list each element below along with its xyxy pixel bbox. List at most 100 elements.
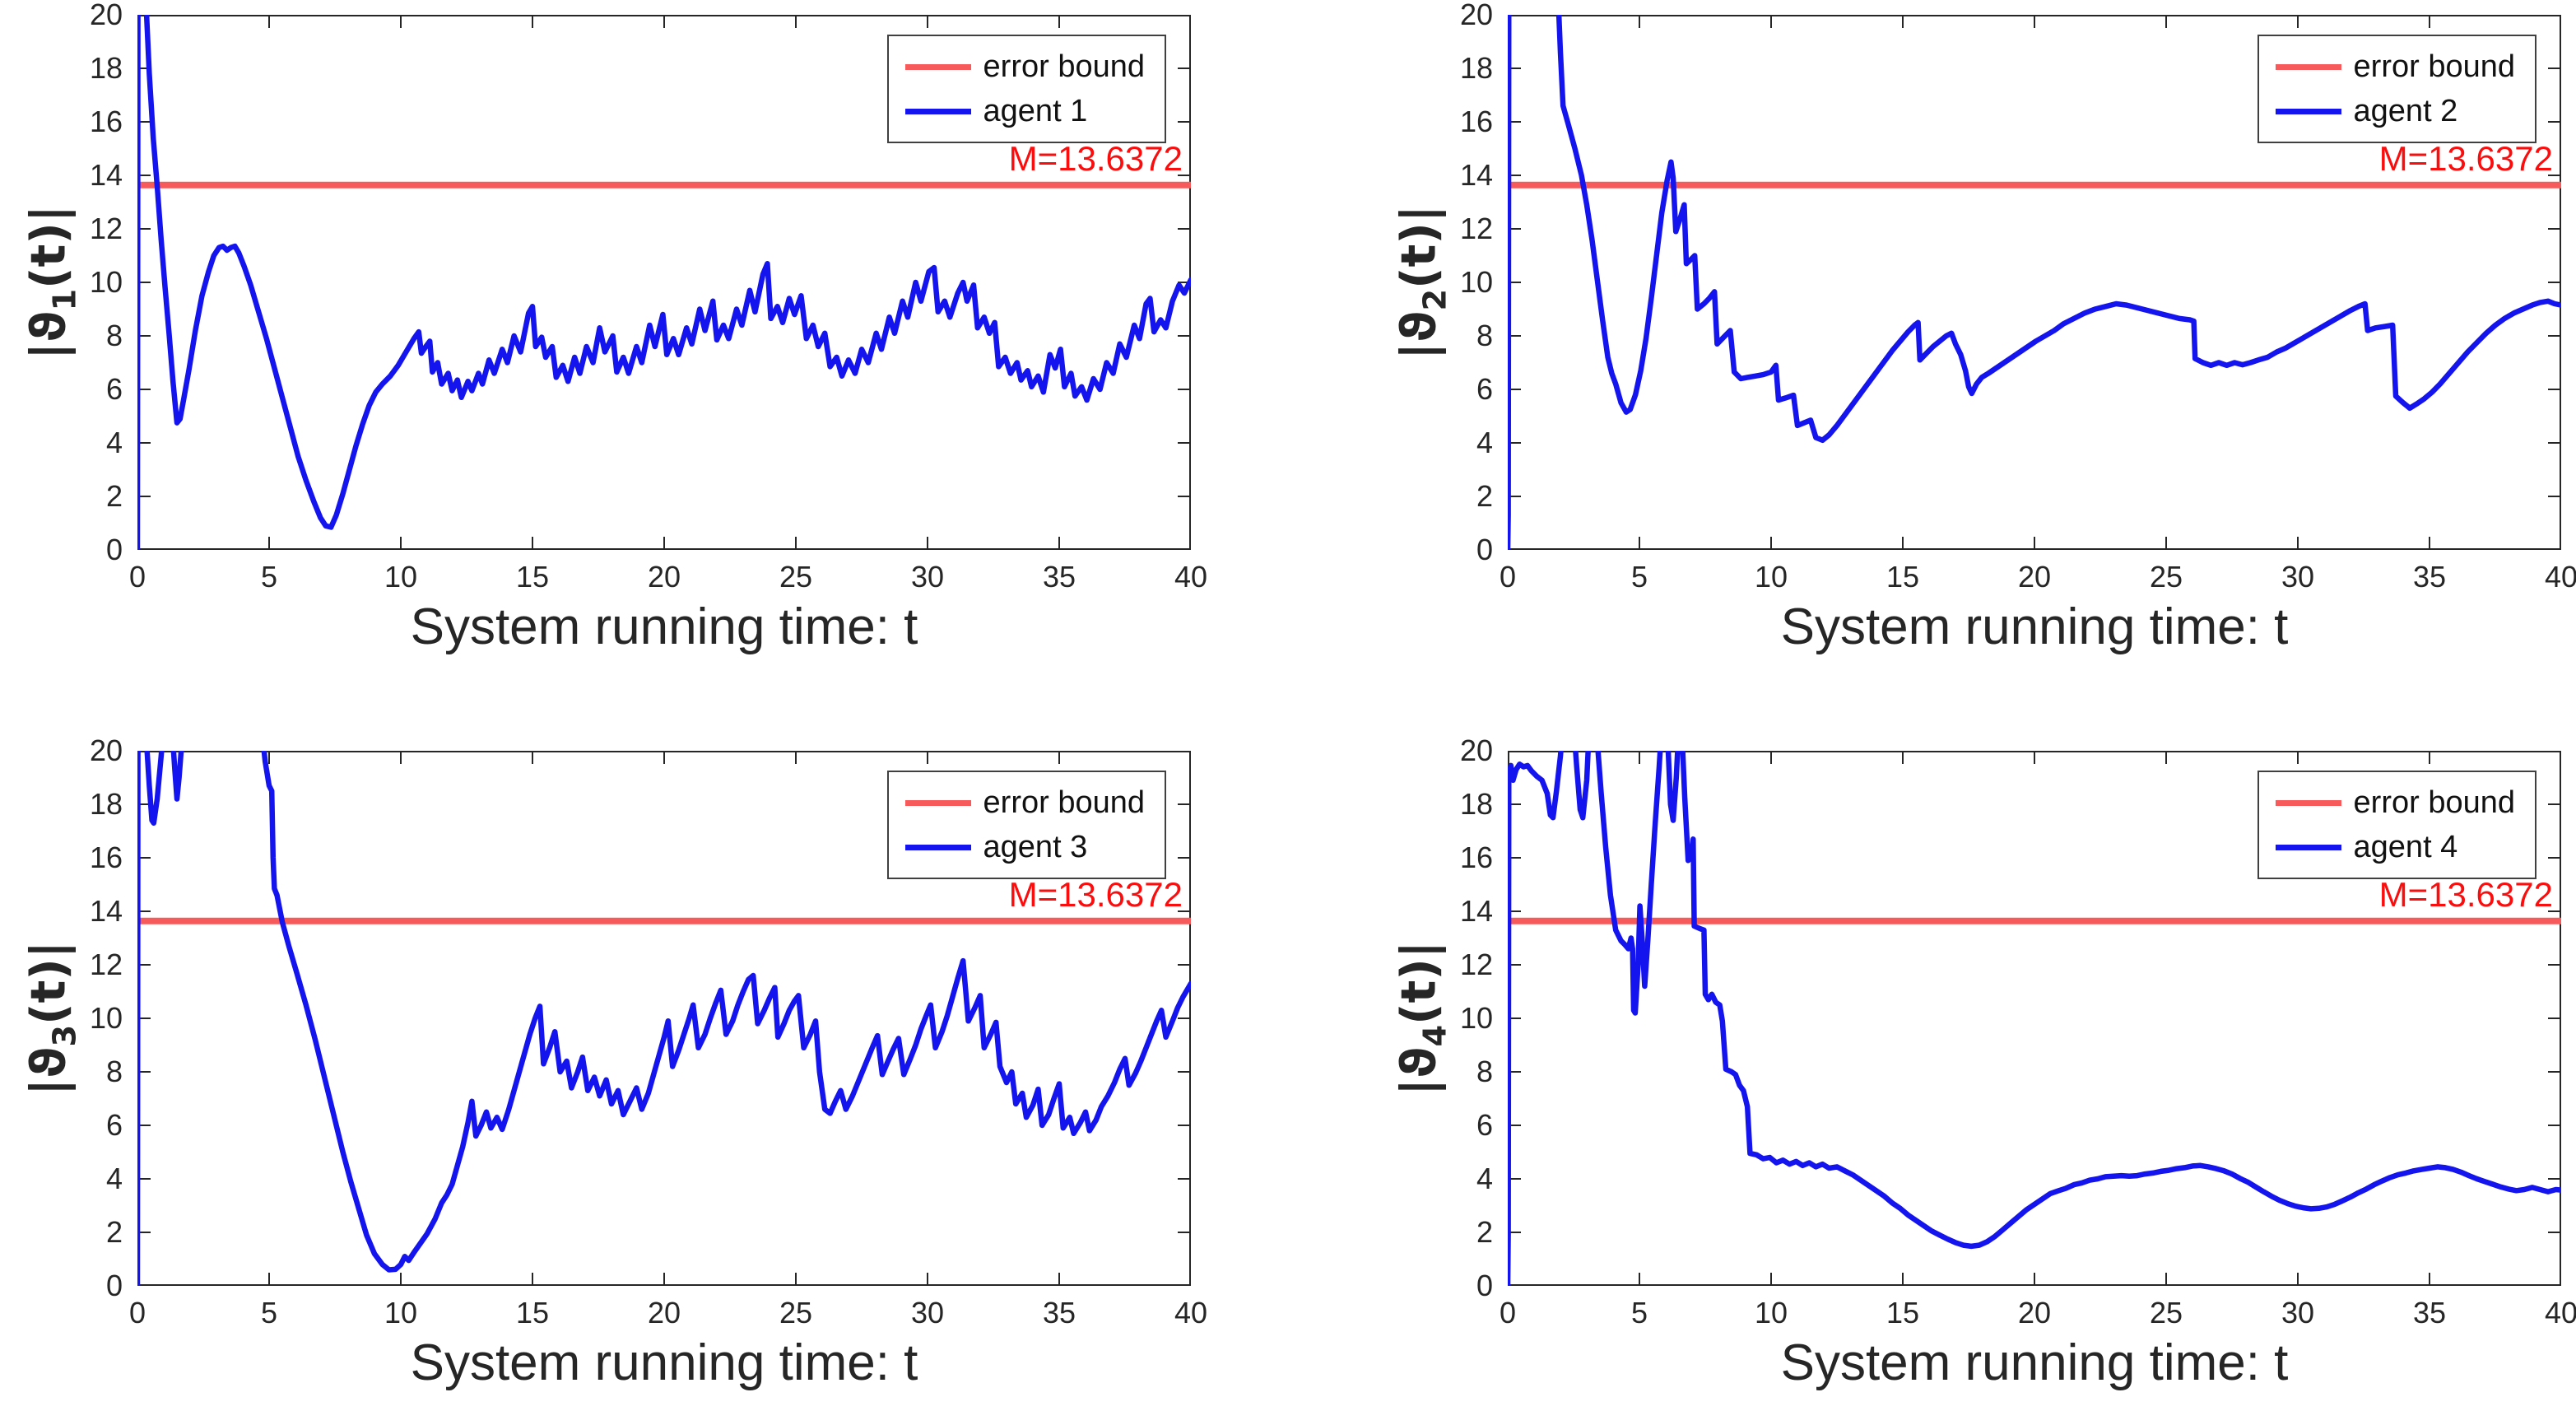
legend-label-agent: agent 3 [983,830,1088,864]
x-tick-label: 40 [1174,560,1208,594]
y-tick-label: 20 [1459,733,1493,767]
x-tick-label: 25 [2149,1296,2183,1330]
agent-curve [137,15,1191,550]
x-tick-label: 10 [384,560,418,594]
y-tick-label: 4 [1476,1162,1493,1195]
y-tick-label: 6 [105,372,123,406]
x-tick-label: 30 [910,1296,945,1330]
legend: error bound agent 3 [886,771,1166,879]
y-tick-label: 10 [1459,1001,1493,1035]
x-tick-label: 30 [2281,560,2315,594]
x-tick-label: 40 [2544,560,2576,594]
y-tick-label: 14 [89,894,123,928]
y-tick-label: 8 [105,1055,123,1088]
y-tick-label: 0 [105,1269,123,1302]
x-tick-label: 0 [1499,560,1517,594]
x-tick-label: 15 [1886,560,1920,594]
legend-label-error-bound: error bound [2353,49,2515,84]
x-tick-label: 30 [2281,1296,2315,1330]
y-tick-label: 8 [105,319,123,352]
y-tick-label: 18 [89,787,123,821]
x-tick-label: 20 [647,560,681,594]
y-tick-label: 8 [1476,319,1493,352]
x-tick-label: 35 [1042,560,1076,594]
subplot-agent-3: error bound agent 3 M=13.6372 System run… [21,733,1207,1391]
x-tick-label: 20 [647,1296,681,1330]
x-tick-label: 0 [1499,1296,1517,1330]
y-tick-label: 16 [1459,841,1493,874]
x-tick-label: 0 [128,560,146,594]
legend-entry-error-bound: error bound [2275,785,2515,820]
legend-label-error-bound: error bound [983,49,1145,84]
error-bound-legend-line [2275,799,2341,806]
y-tick-label: 2 [105,479,123,513]
y-tick-label: 18 [1459,787,1493,821]
y-tick-label: 12 [89,948,123,981]
y-tick-label: 16 [89,105,123,138]
x-tick-label: 15 [515,560,550,594]
error-bound-annotation: M=13.6372 [2378,874,2553,914]
error-bound-legend-line [904,63,971,70]
y-tick-label: 0 [1476,533,1493,566]
y-tick-label: 20 [89,733,123,767]
legend: error bound agent 2 [2257,35,2536,143]
y-tick-label: 16 [89,841,123,874]
y-tick-label: 14 [1459,894,1493,928]
y-tick-label: 12 [1459,948,1493,981]
y-tick-label: 4 [105,426,123,459]
x-tick-label: 10 [1754,1296,1788,1330]
error-bound-legend-line [2275,63,2341,70]
y-tick-label: 18 [89,51,123,85]
legend-entry-agent: agent 2 [2275,94,2515,128]
y-tick-label: 12 [89,212,123,245]
y-tick-label: 14 [1459,158,1493,192]
legend-entry-agent: agent 3 [904,830,1145,864]
y-tick-label: 14 [89,158,123,192]
y-tick-label: 6 [1476,372,1493,406]
legend-label-agent: agent 1 [983,94,1088,128]
agent-curve [1508,15,2561,550]
x-tick-label: 35 [2412,1296,2447,1330]
legend-label-agent: agent 2 [2353,94,2458,128]
y-tick-label: 4 [1476,426,1493,459]
legend-entry-error-bound: error bound [2275,49,2515,84]
x-tick-label: 30 [910,560,945,594]
y-tick-label: 10 [89,265,123,299]
error-bound-annotation: M=13.6372 [1008,138,1183,178]
legend-entry-agent: agent 4 [2275,830,2515,864]
y-tick-label: 16 [1459,105,1493,138]
legend: error bound agent 4 [2257,771,2536,879]
legend-label-error-bound: error bound [2353,785,2515,820]
y-tick-label: 20 [1459,0,1493,31]
legend-label-agent: agent 4 [2353,830,2458,864]
error-bound-annotation: M=13.6372 [1008,874,1183,914]
x-tick-label: 5 [1630,560,1648,594]
legend-label-error-bound: error bound [983,785,1145,820]
x-axis-label: System running time: t [410,1334,918,1391]
x-tick-label: 35 [2412,560,2447,594]
x-tick-label: 40 [1174,1296,1208,1330]
x-axis-label: System running time: t [1780,1334,2289,1391]
y-tick-label: 0 [105,533,123,566]
y-tick-label: 12 [1459,212,1493,245]
y-tick-label: 6 [105,1108,123,1142]
x-tick-label: 0 [128,1296,146,1330]
subplot-agent-2: error bound agent 2 M=13.6372 System run… [1391,0,2576,655]
x-tick-label: 25 [2149,560,2183,594]
y-tick-label: 20 [89,0,123,31]
y-tick-label: 4 [105,1162,123,1195]
y-tick-label: 2 [105,1215,123,1249]
y-tick-label: 8 [1476,1055,1493,1088]
y-tick-label: 0 [1476,1269,1493,1302]
x-tick-label: 20 [2017,560,2052,594]
x-tick-label: 10 [384,1296,418,1330]
x-tick-label: 15 [515,1296,550,1330]
subplot-agent-1: error bound agent 1 M=13.6372 System run… [21,0,1207,655]
legend-entry-error-bound: error bound [904,785,1145,820]
agent-legend-line [904,844,971,850]
y-tick-label: 18 [1459,51,1493,85]
y-tick-label: 10 [89,1001,123,1035]
agent-legend-line [2275,844,2341,850]
legend-entry-error-bound: error bound [904,49,1145,84]
agent-curve [1508,751,2561,1286]
